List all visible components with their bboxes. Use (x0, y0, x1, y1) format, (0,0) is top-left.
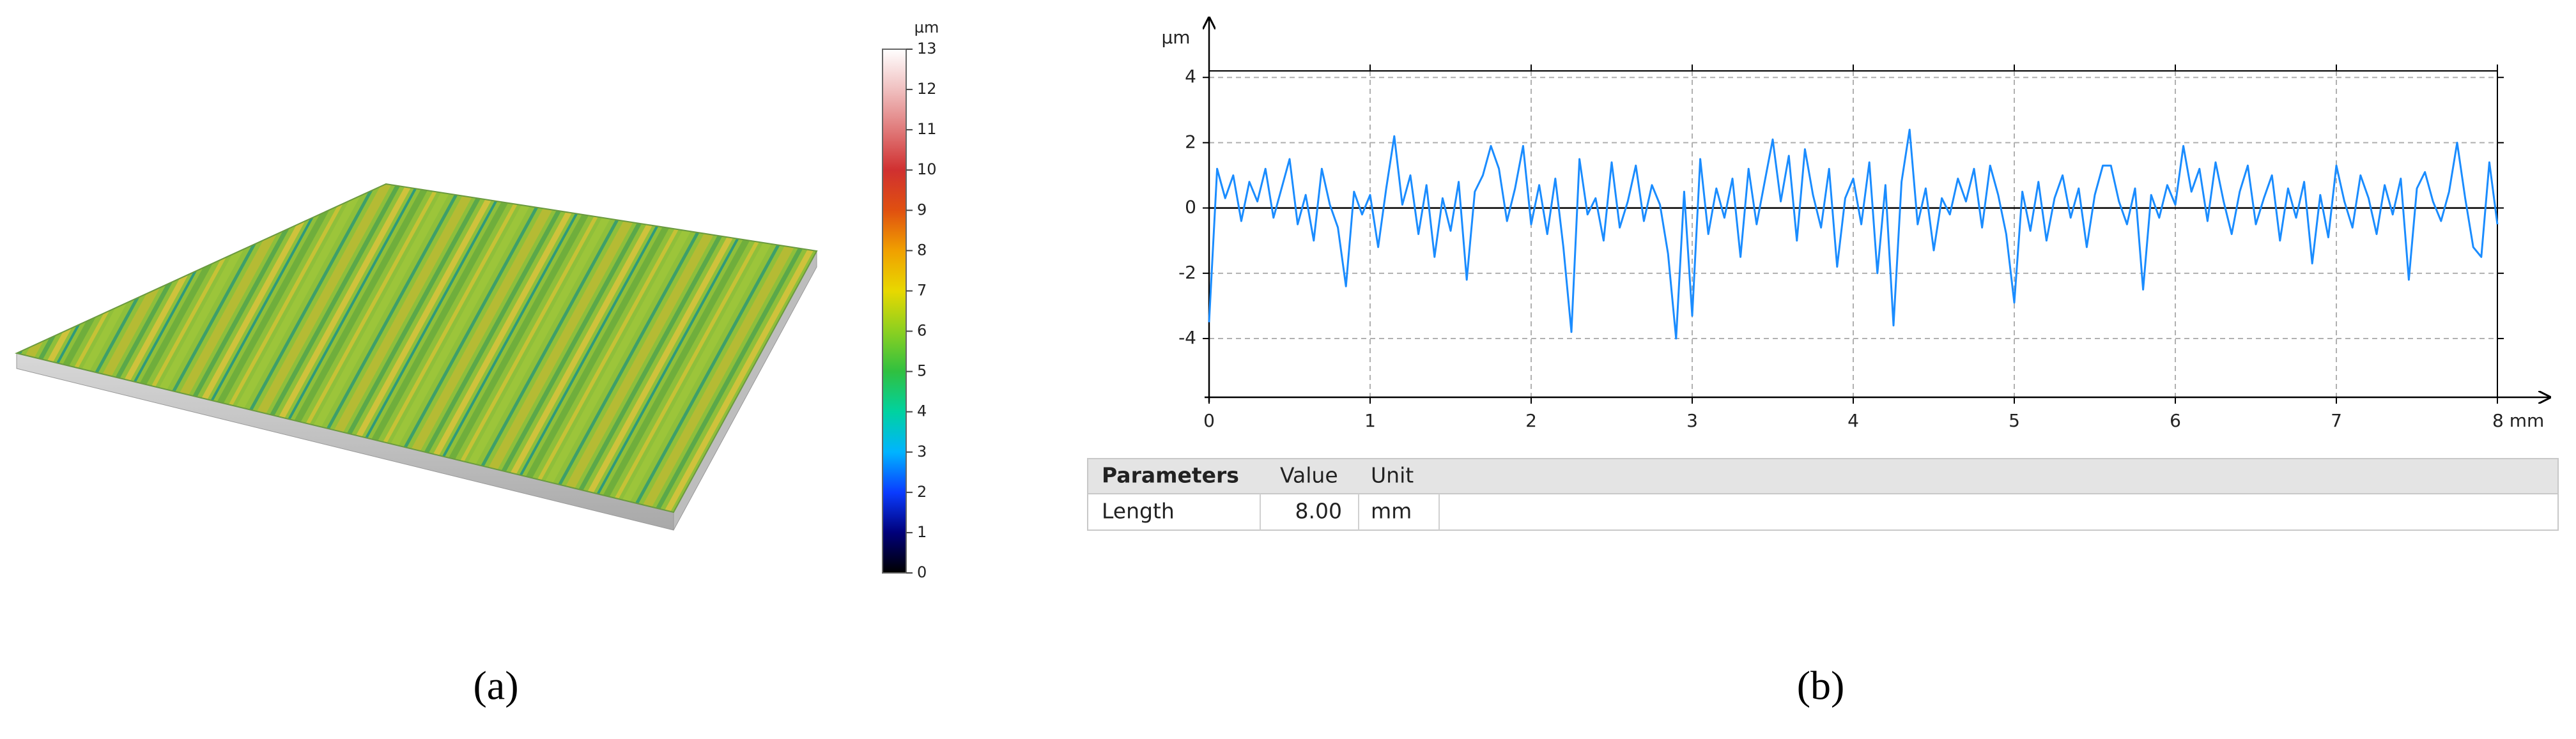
colorbar-tick-label: 8 (917, 241, 927, 259)
profile-line (1208, 128, 2499, 340)
colorbar-scale (882, 49, 907, 574)
panel-label: (b) (1797, 663, 1845, 708)
colorbar-tick-label: 0 (917, 563, 927, 581)
colorbar-tick-label: 2 (917, 483, 927, 501)
colorbar-tick-label: 11 (917, 120, 937, 138)
colorbar-tick-label: 4 (917, 402, 927, 420)
table-cell: Length (1102, 499, 1175, 524)
x-tick-label: 3 (1686, 410, 1698, 431)
surface-3d (14, 183, 818, 531)
x-tick-label: 7 (2331, 410, 2342, 431)
table-header-cell: Parameters (1102, 463, 1239, 488)
x-tick-label: 2 (1525, 410, 1537, 431)
colorbar-tick-label: 5 (917, 362, 927, 380)
table-header-cell: Value (1280, 463, 1338, 488)
y-tick-label: -2 (1178, 262, 1196, 283)
table-cell: mm (1371, 499, 1412, 524)
x-tick-label: 0 (1203, 410, 1215, 431)
colorbar-tick-label: 10 (917, 160, 937, 178)
parameter-table: Parameters Value Unit Length 8.00 mm (1087, 458, 2559, 531)
y-tick-label: -4 (1178, 327, 1196, 348)
y-tick-label: 0 (1185, 197, 1196, 218)
x-tick-label: 6 (2170, 410, 2181, 431)
colorbar-tick-label: 7 (917, 281, 927, 299)
y-tick-label: 4 (1185, 66, 1196, 87)
table-header (1088, 459, 2557, 493)
x-tick-label: 5 (2009, 410, 2020, 431)
colorbar-tick-label: 9 (917, 201, 927, 218)
surface-top (14, 183, 818, 514)
y-axis-label: µm (1161, 27, 1190, 48)
colorbar-tick-label: 1 (917, 523, 927, 541)
colorbar-tick-label: 3 (917, 443, 927, 461)
colorbar-unit: µm (914, 19, 939, 36)
colorbar-tick-label: 13 (917, 40, 937, 57)
x-tick-label: 8 mm (2492, 410, 2544, 431)
table-header-cell: Unit (1371, 463, 1414, 488)
y-tick-label: 2 (1185, 131, 1196, 152)
colorbar-tick-label: 12 (917, 80, 937, 98)
panel-label: (a) (473, 663, 518, 708)
table-cell: 8.00 (1295, 499, 1342, 524)
colorbar-tick-label: 6 (917, 322, 927, 340)
x-tick-label: 4 (1847, 410, 1859, 431)
x-tick-label: 1 (1364, 410, 1376, 431)
